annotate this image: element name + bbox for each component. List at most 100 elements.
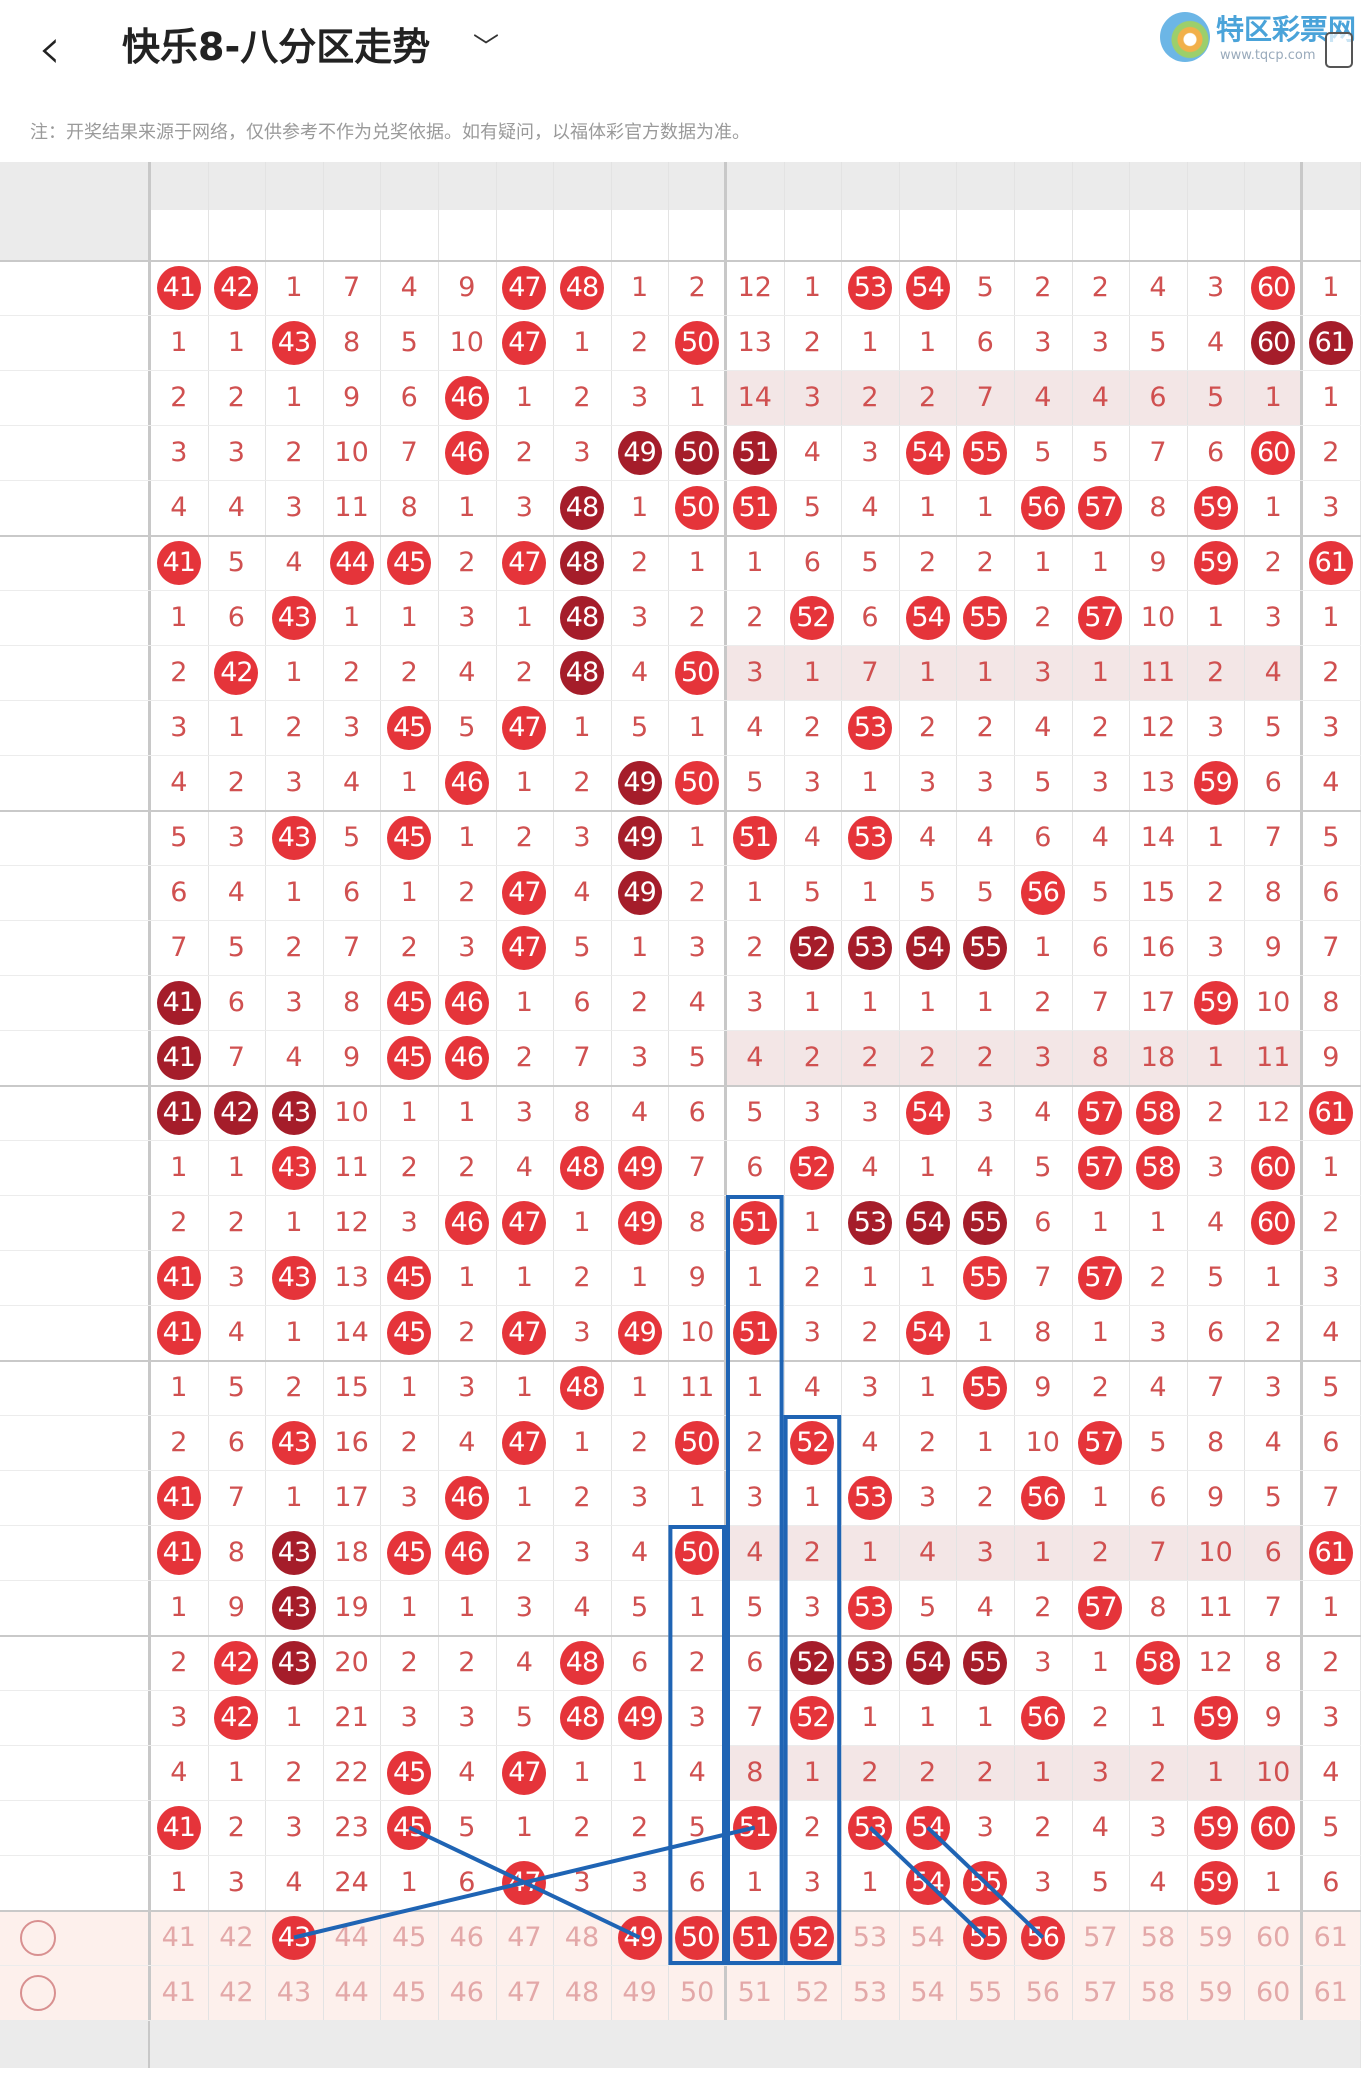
trend-cell: 1 xyxy=(841,755,899,810)
trend-cell: 1 xyxy=(784,645,842,700)
miss-count: 5 xyxy=(746,767,764,798)
trend-cell: 41 xyxy=(150,1085,208,1140)
miss-count: 2 xyxy=(976,1042,994,1073)
grid-line xyxy=(0,1910,1361,1912)
drawn-number-ball: 45 xyxy=(387,1750,432,1795)
miss-count: 2 xyxy=(1207,877,1225,908)
miss-count: 11 xyxy=(334,492,369,523)
trend-cell: 61 xyxy=(1302,1525,1360,1580)
trend-cell: 5 xyxy=(1187,1250,1245,1305)
miss-count: 2 xyxy=(458,547,476,578)
trend-cell: 55 xyxy=(956,425,1014,480)
miss-count: 6 xyxy=(1322,1427,1340,1458)
miss-count: 4 xyxy=(631,1537,649,1568)
trend-cell: 3 xyxy=(265,480,323,535)
miss-count: 2 xyxy=(1207,657,1225,688)
trend-cell: 6 xyxy=(841,590,899,645)
trend-cell: 2 xyxy=(323,645,381,700)
grid-line xyxy=(0,1690,1361,1691)
trend-cell: 2 xyxy=(380,1415,438,1470)
trend-cell: 3 xyxy=(553,1525,611,1580)
trend-cell: 2 xyxy=(956,535,1014,590)
miss-count: 1 xyxy=(400,602,418,633)
trend-cell: 1 xyxy=(899,645,957,700)
trend-cell: 1 xyxy=(1187,590,1245,645)
miss-count: 5 xyxy=(919,877,937,908)
miss-count: 2 xyxy=(1322,1647,1340,1678)
grid-line xyxy=(0,1635,1361,1637)
trend-cell: 15 xyxy=(323,1360,381,1415)
trend-cell: 1 xyxy=(438,1085,496,1140)
trend-cell: 5 xyxy=(726,1085,784,1140)
trend-cell: 4 xyxy=(553,865,611,920)
trend-cell: 1 xyxy=(726,865,784,920)
trend-cell: 3 xyxy=(1302,700,1360,755)
trend-cell: 11 xyxy=(1129,645,1187,700)
miss-count: 3 xyxy=(1322,492,1340,523)
trend-cell: 3 xyxy=(899,755,957,810)
drawn-number-ball: 58 xyxy=(1135,1145,1180,1190)
miss-count: 9 xyxy=(1207,1482,1225,1513)
page-title[interactable]: 快乐8-八分区走势 xyxy=(122,25,431,69)
drawn-number-ball: 48 xyxy=(559,1145,604,1190)
grid-line xyxy=(495,162,497,2068)
miss-count: 1 xyxy=(976,492,994,523)
grid-line xyxy=(207,162,209,2068)
trend-cell: 3 xyxy=(1244,1360,1302,1415)
trend-cell: 7 xyxy=(1129,425,1187,480)
zone-header xyxy=(1302,162,1360,210)
miss-count: 2 xyxy=(803,1262,821,1293)
grid-line xyxy=(956,162,958,2068)
miss-count: 7 xyxy=(861,657,879,688)
trend-cell: 3 xyxy=(1187,260,1245,315)
trend-cell: 1 xyxy=(611,1250,669,1305)
trend-cell: 14 xyxy=(323,1305,381,1360)
miss-count: 1 xyxy=(1322,382,1340,413)
miss-count: 1 xyxy=(1091,657,1109,688)
trend-cell: 1 xyxy=(438,810,496,865)
trend-cell: 3 xyxy=(841,425,899,480)
miss-count: 1 xyxy=(919,327,937,358)
miss-count: 10 xyxy=(334,437,369,468)
trend-line xyxy=(293,1825,756,1940)
trend-cell: 7 xyxy=(380,425,438,480)
trend-cell: 4 xyxy=(1244,645,1302,700)
miss-count: 5 xyxy=(227,547,245,578)
miss-count: 1 xyxy=(861,327,879,358)
trend-cell: 1 xyxy=(1072,535,1130,590)
miss-count: 3 xyxy=(285,1812,303,1843)
miss-count: 1 xyxy=(1207,1042,1225,1073)
miss-count: 9 xyxy=(688,1262,706,1293)
trend-cell: 3 xyxy=(208,810,266,865)
miss-count: 1 xyxy=(688,382,706,413)
trend-cell: 3 xyxy=(1014,1635,1072,1690)
window-icon[interactable] xyxy=(1325,32,1353,68)
miss-count: 7 xyxy=(688,1152,706,1183)
trend-cell: 3 xyxy=(265,755,323,810)
miss-count: 4 xyxy=(746,1537,764,1568)
miss-count: 1 xyxy=(458,1592,476,1623)
miss-count: 4 xyxy=(1149,1372,1167,1403)
miss-count: 2 xyxy=(343,657,361,688)
trend-cell: 51 xyxy=(726,1195,784,1250)
miss-count: 17 xyxy=(334,1482,369,1513)
miss-count: 4 xyxy=(976,1152,994,1183)
back-icon[interactable]: ‹ xyxy=(38,14,62,82)
miss-count: 4 xyxy=(861,1427,879,1458)
trend-cell: 3 xyxy=(784,1085,842,1140)
highlight-box-51 xyxy=(726,1195,784,1965)
miss-count: 1 xyxy=(803,657,821,688)
chevron-down-icon[interactable]: ﹀ xyxy=(473,33,500,63)
trend-cell: 5 xyxy=(784,865,842,920)
miss-count: 8 xyxy=(343,987,361,1018)
drawn-number-ball: 50 xyxy=(675,430,720,475)
miss-count: 6 xyxy=(861,602,879,633)
drawn-number-ball: 54 xyxy=(905,430,950,475)
trend-cell: 4 xyxy=(553,1580,611,1635)
miss-count: 1 xyxy=(170,1372,188,1403)
trend-cell: 2 xyxy=(611,315,669,370)
trend-cell: 1 xyxy=(1302,370,1360,425)
trend-cell: 48 xyxy=(553,1360,611,1415)
trend-cell: 8 xyxy=(726,1745,784,1800)
